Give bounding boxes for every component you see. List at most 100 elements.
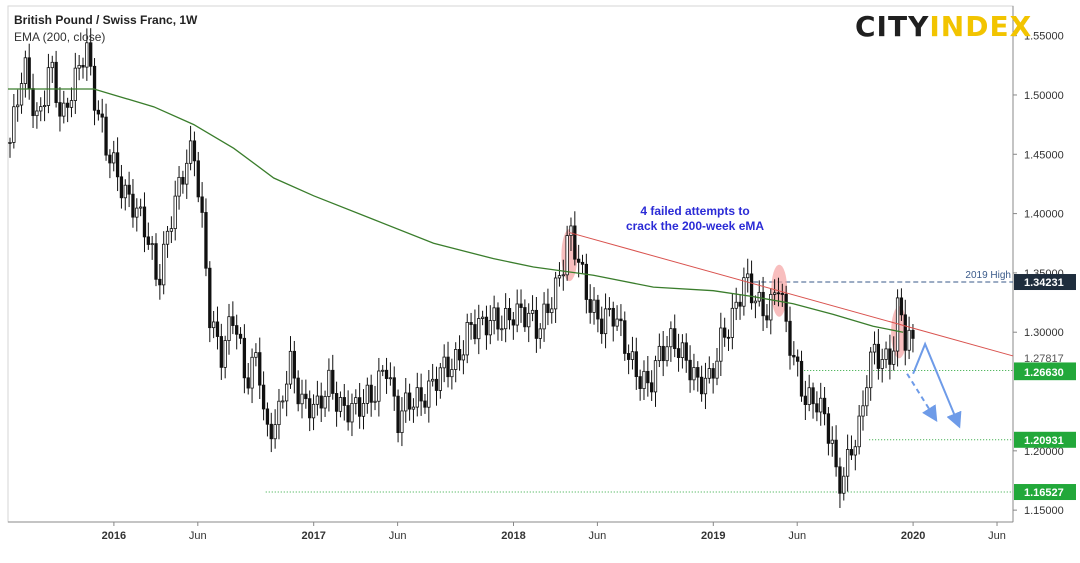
candle-body [304, 393, 308, 400]
candle-body [81, 64, 85, 68]
candle-body [119, 176, 124, 199]
candle-body [726, 336, 731, 339]
candle-body [603, 308, 608, 335]
candle-body [596, 299, 600, 320]
candle-body [346, 405, 350, 423]
candle-body [231, 316, 235, 326]
candle-body [35, 110, 39, 117]
candle-body [515, 303, 519, 326]
candle-body [527, 312, 531, 328]
candle-body [327, 369, 331, 397]
candle-body [907, 329, 911, 351]
candle-body [507, 307, 512, 321]
candle-body [665, 346, 669, 362]
candle-body [392, 377, 396, 397]
resistance-trendline [569, 232, 1014, 357]
candle-body [688, 359, 692, 381]
candle-body [311, 403, 316, 419]
candle-body [600, 318, 604, 335]
candle-body [861, 405, 865, 417]
candle-body [546, 303, 550, 314]
level-price-label: 1.20931 [1024, 435, 1064, 447]
candle-body [342, 397, 346, 406]
level-price-box [1014, 364, 1076, 381]
candle-body [277, 400, 281, 426]
candle-body [461, 354, 466, 361]
candle-body [211, 321, 216, 329]
candle-body [92, 65, 97, 111]
candle-body [892, 350, 896, 365]
candle-body [742, 277, 746, 307]
candle-body [154, 243, 158, 280]
candle-body [46, 67, 51, 106]
candle-body [173, 195, 177, 230]
candle-body [761, 291, 765, 317]
candle-body [384, 369, 389, 379]
candle-body [39, 106, 43, 112]
level-price-box [1014, 484, 1076, 501]
candle-body [765, 315, 769, 321]
candle-body [181, 176, 185, 185]
candle-body [185, 162, 189, 185]
candle-body [58, 102, 62, 117]
candle-body [577, 258, 581, 263]
candle-body [880, 359, 884, 369]
candle-body [799, 360, 804, 397]
candle-body [50, 61, 54, 69]
candle-body [319, 395, 323, 409]
candle-body [73, 67, 77, 101]
candle-body [427, 380, 431, 408]
candle-body [388, 377, 393, 380]
candle-body [615, 318, 619, 327]
candle-body [730, 307, 735, 338]
candle-body [711, 368, 715, 379]
candle-body [592, 299, 596, 313]
ema-200-line [8, 88, 904, 333]
x-tick-label: 2018 [501, 530, 525, 542]
candle-body [415, 387, 419, 408]
candle-body [396, 395, 400, 433]
candle-body [807, 387, 811, 405]
candle-body [626, 353, 631, 360]
candle-body [96, 109, 101, 115]
candle-body [565, 235, 569, 276]
candle-body [323, 396, 327, 409]
candle-body [12, 106, 16, 143]
candle-body [62, 102, 66, 117]
y-tick-label: 1.45000 [1024, 149, 1064, 161]
candle-body [292, 350, 296, 379]
candle-body [746, 273, 750, 279]
x-tick-label: Jun [988, 530, 1006, 542]
candle-body [826, 413, 831, 444]
candle-body [830, 439, 834, 444]
candle-body [162, 243, 166, 286]
candle-body [815, 403, 819, 413]
brand-logo-part2: INDEX [929, 10, 1033, 43]
candle-body [65, 102, 70, 108]
candle-body [131, 193, 135, 218]
candle-body [100, 113, 104, 118]
candle-body [776, 292, 781, 295]
candle-body [19, 83, 24, 106]
candle-body [273, 424, 277, 440]
candle-body [857, 415, 861, 448]
candle-body [465, 322, 469, 356]
candle-body [188, 140, 193, 164]
candle-body [454, 349, 458, 370]
candle-body [573, 225, 577, 260]
candle-body [23, 57, 28, 84]
candle-body [288, 350, 293, 385]
level-price-label: 1.26630 [1024, 367, 1064, 379]
candle-body [334, 393, 339, 412]
y-tick-label: 1.40000 [1024, 209, 1064, 221]
level-price-box [1014, 431, 1076, 448]
candle-body [450, 369, 454, 378]
candle-body [650, 382, 654, 393]
candle-body [104, 116, 108, 156]
candle-body [158, 278, 162, 286]
candle-body [550, 308, 554, 314]
candle-body [123, 184, 127, 199]
candle-body [457, 349, 462, 361]
